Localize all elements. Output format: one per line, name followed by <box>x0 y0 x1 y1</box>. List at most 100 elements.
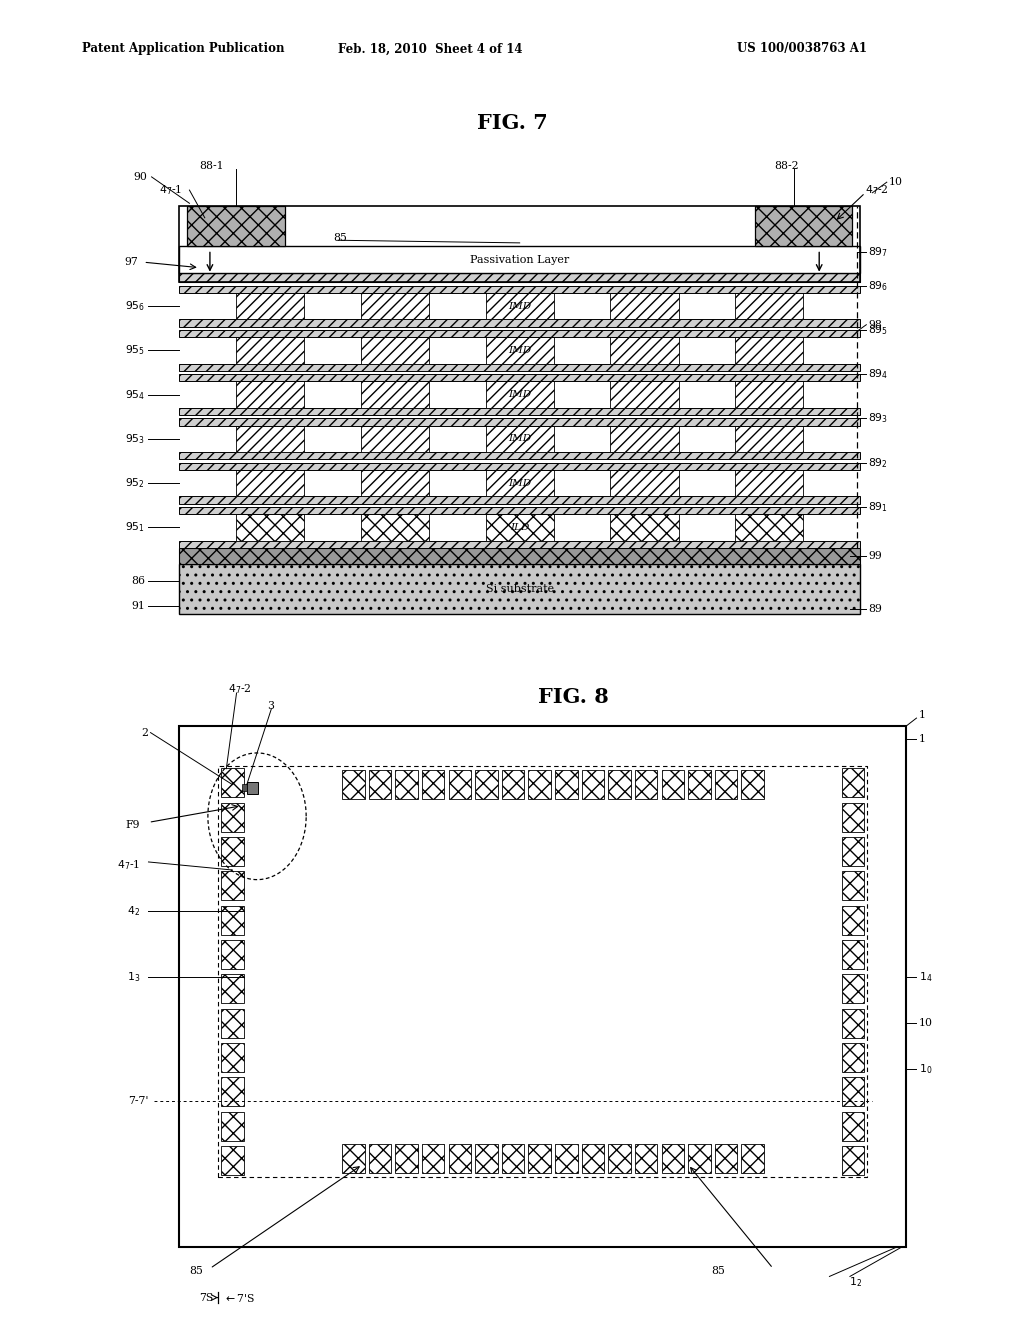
Bar <box>735 381 804 408</box>
Bar <box>610 338 679 364</box>
Bar <box>221 1008 244 1038</box>
Bar <box>502 1144 524 1173</box>
Text: US 100/0038763 A1: US 100/0038763 A1 <box>737 42 867 55</box>
Bar <box>179 726 906 1247</box>
Text: 10: 10 <box>919 1018 933 1028</box>
Bar <box>715 770 737 799</box>
Text: F9: F9 <box>126 820 140 830</box>
Bar <box>360 381 429 408</box>
Bar <box>179 246 860 273</box>
Bar <box>610 470 679 496</box>
Bar <box>842 803 864 832</box>
Bar <box>179 364 860 371</box>
Bar <box>502 770 524 799</box>
Bar <box>236 381 304 408</box>
Text: 2: 2 <box>141 727 148 738</box>
Bar <box>369 770 391 799</box>
Bar <box>485 513 554 541</box>
Text: 7S: 7S <box>199 1292 213 1303</box>
Bar <box>485 470 554 496</box>
Bar <box>610 293 679 319</box>
Bar <box>221 871 244 900</box>
Bar <box>247 783 258 793</box>
Bar <box>842 871 864 900</box>
Text: IMD: IMD <box>508 391 531 399</box>
Bar <box>485 381 554 408</box>
Bar <box>342 770 365 799</box>
Bar <box>179 496 860 503</box>
Text: $95_3$: $95_3$ <box>125 432 145 446</box>
Bar <box>715 1144 737 1173</box>
Text: Passivation Layer: Passivation Layer <box>470 255 569 264</box>
Bar <box>842 1008 864 1038</box>
Text: 10: 10 <box>889 177 903 187</box>
Text: $4_7$-1: $4_7$-1 <box>117 858 140 871</box>
Text: 99: 99 <box>868 550 882 561</box>
Text: 85: 85 <box>712 1266 726 1276</box>
Text: $4_7$-1: $4_7$-1 <box>159 183 182 197</box>
Text: $1_4$: $1_4$ <box>919 970 932 983</box>
Text: $95_1$: $95_1$ <box>125 520 145 535</box>
Bar <box>221 803 244 832</box>
Bar <box>842 837 864 866</box>
Text: 90: 90 <box>133 172 147 182</box>
Bar <box>179 564 860 614</box>
Text: $89_3$: $89_3$ <box>868 412 889 425</box>
Bar <box>842 1111 864 1140</box>
Bar <box>221 940 244 969</box>
Bar <box>242 784 247 791</box>
Text: $89_6$: $89_6$ <box>868 279 889 293</box>
Text: $89_2$: $89_2$ <box>868 455 888 470</box>
Bar <box>179 541 860 548</box>
Text: 88-2: 88-2 <box>774 161 799 172</box>
Text: $95_5$: $95_5$ <box>125 343 145 358</box>
Bar <box>741 770 764 799</box>
Bar <box>221 906 244 935</box>
Bar <box>236 293 304 319</box>
Bar <box>635 770 657 799</box>
Text: FIG. 7: FIG. 7 <box>476 112 548 133</box>
Bar <box>842 1146 864 1175</box>
Text: 3: 3 <box>267 701 274 711</box>
Text: IMD: IMD <box>508 479 531 487</box>
Bar <box>475 1144 498 1173</box>
Bar <box>179 463 860 470</box>
Bar <box>179 408 860 414</box>
Text: IMD: IMD <box>508 346 531 355</box>
Text: 85: 85 <box>333 232 347 243</box>
Bar <box>342 1144 365 1173</box>
Text: 97: 97 <box>125 257 138 267</box>
Bar <box>179 507 860 513</box>
Text: $4_2$: $4_2$ <box>127 904 140 917</box>
Bar <box>369 1144 391 1173</box>
Text: Patent Application Publication: Patent Application Publication <box>82 42 285 55</box>
Bar <box>582 770 604 799</box>
Text: 88-1: 88-1 <box>200 161 224 172</box>
Text: 7-7': 7-7' <box>128 1097 148 1106</box>
Text: $89_7$: $89_7$ <box>868 246 889 259</box>
Bar <box>735 513 804 541</box>
Bar <box>485 425 554 451</box>
Bar <box>735 293 804 319</box>
Text: $95_4$: $95_4$ <box>125 388 145 401</box>
Bar <box>179 273 860 282</box>
Bar <box>179 453 860 459</box>
Bar <box>475 770 498 799</box>
Text: $95_2$: $95_2$ <box>126 477 145 490</box>
Bar <box>360 293 429 319</box>
Bar <box>221 1146 244 1175</box>
Text: IMD: IMD <box>508 302 531 310</box>
Bar <box>179 330 860 338</box>
Bar <box>610 513 679 541</box>
Bar <box>236 425 304 451</box>
Text: 98: 98 <box>868 319 883 330</box>
Bar <box>608 1144 631 1173</box>
Text: Si substrate: Si substrate <box>485 583 554 594</box>
Bar <box>395 1144 418 1173</box>
Bar <box>555 1144 578 1173</box>
Bar <box>842 940 864 969</box>
Bar <box>179 206 860 282</box>
Bar <box>610 425 679 451</box>
Text: Feb. 18, 2010  Sheet 4 of 14: Feb. 18, 2010 Sheet 4 of 14 <box>338 42 522 55</box>
Bar <box>360 338 429 364</box>
